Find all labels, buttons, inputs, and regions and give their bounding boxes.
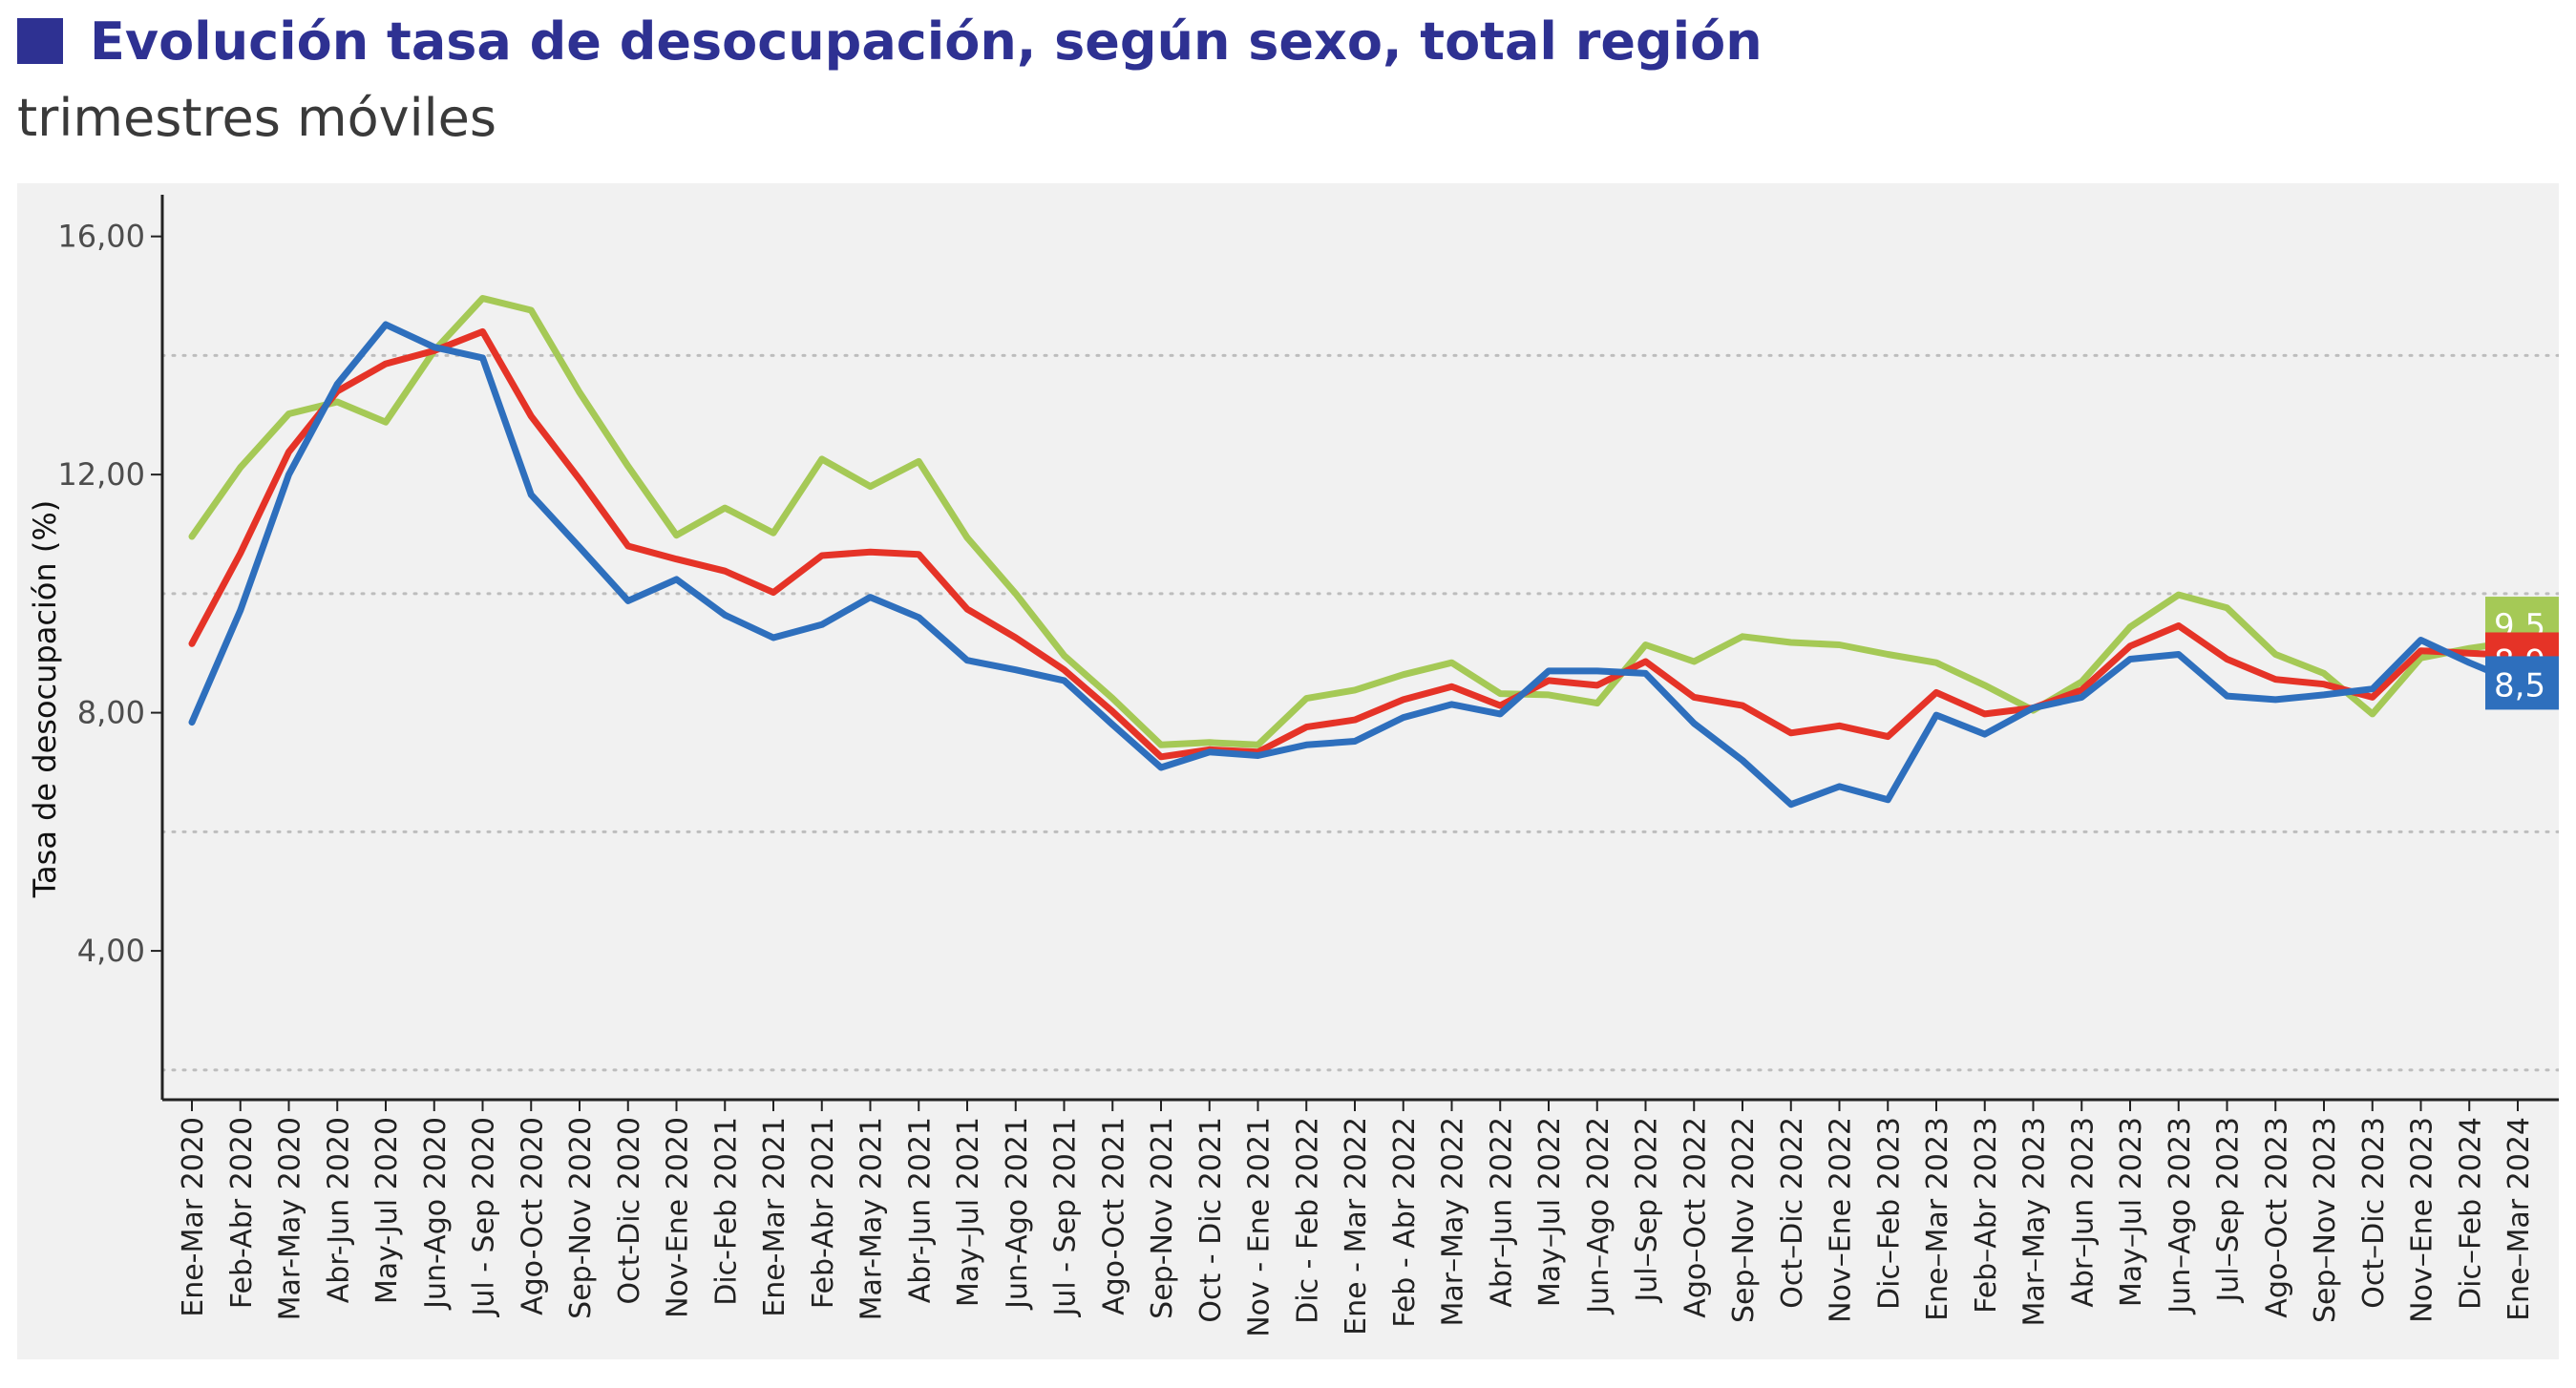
series-line [188,295,2522,748]
title-row: Evolución tasa de desocupación, según se… [17,8,1763,74]
x-tick-label: Mar-May 2021 [855,1117,889,1320]
x-tick-label: Ago-Oct 2021 [1097,1117,1130,1315]
x-tick-label: Ene–Mar 2023 [1921,1117,1954,1321]
series-line [188,321,2522,809]
y-tick-label: 12,00 [57,456,145,493]
x-tick-label: Sep–Nov 2022 [1727,1117,1761,1323]
x-tick-label: Jun–Ago 2022 [1582,1117,1615,1315]
x-tick-label: Feb-Abr 2021 [807,1117,840,1309]
x-tick-label: Jul–Sep 2022 [1631,1117,1664,1304]
x-tick-label: Nov–Ene 2022 [1825,1117,1858,1323]
x-tick-label: Ago–Oct 2022 [1679,1117,1712,1318]
x-tick-label: Abr-Jun 2021 [903,1117,937,1303]
x-tick-label: Sep-Nov 2020 [564,1117,598,1319]
chart: 4,00 8,00 12,00 16,00 Ene-Mar 2020 Feb-Abr 2… [17,183,2559,1359]
axes [160,195,2559,1102]
x-tick-label: Ago-Oct 2020 [516,1117,549,1315]
series-line [188,327,2522,761]
x-tick-label: Mar–May 2022 [1437,1117,1470,1327]
x-tick-label: Oct - Dic 2021 [1194,1117,1228,1323]
x-tick-label: Ene - Mar 2022 [1340,1117,1373,1335]
y-tick-label: 16,00 [57,219,145,255]
title-marker-square [17,18,63,64]
x-tick-label: Jul - Sep 2021 [1049,1117,1083,1318]
x-tick-label: Feb–Abr 2023 [1970,1117,2003,1314]
x-tick-label: Feb-Abr 2020 [225,1117,259,1309]
x-tick-label: Oct–Dic 2022 [1776,1117,1809,1309]
x-tick-label: May-Jul 2020 [370,1117,404,1304]
x-tick-label: May–Jul 2022 [1533,1117,1567,1307]
x-tick-label: Ene-Mar 2021 [758,1117,792,1317]
y-ticks: 4,00 8,00 12,00 16,00 [57,219,162,969]
x-tick-label: Oct-Dic 2020 [613,1117,646,1305]
x-tick-label: Sep–Nov 2023 [2309,1117,2342,1323]
y-tick-label: 4,00 [77,933,145,969]
y-tick-label: 8,00 [77,695,145,731]
x-ticks: Ene-Mar 2020 Feb-Abr 2020 Mar-May 2020 Abr-… [177,1100,2536,1337]
x-tick-label: Jul - Sep 2020 [468,1117,501,1318]
x-tick-label: Dic–Feb 2024 [2454,1117,2487,1310]
end-label-box [2485,656,2559,710]
x-tick-label: May–Jul 2023 [2115,1117,2148,1307]
x-tick-label: Abr-Jun 2020 [322,1117,355,1303]
x-tick-label: Ago–Oct 2023 [2260,1117,2293,1318]
x-tick-label: Sep-Nov 2021 [1146,1117,1179,1319]
x-tick-label: Ene–Mar 2024 [2502,1117,2536,1321]
y-axis-label: Tasa de desocupación (%) [27,500,63,898]
x-tick-label: Mar-May 2020 [274,1117,307,1320]
grid [160,353,2559,1072]
chart-subtitle: trimestres móviles [17,88,497,148]
x-tick-label: Dic-Feb 2021 [709,1117,743,1306]
x-tick-label: Dic - Feb 2022 [1291,1117,1324,1324]
x-tick-label: Abr–Jun 2023 [2066,1117,2100,1308]
end-labels: 9,58,98,5 [2485,597,2559,710]
series [188,295,2522,809]
x-tick-label: Abr–Jun 2022 [1485,1117,1518,1308]
x-tick-label: Ene-Mar 2020 [177,1117,210,1317]
x-tick-label: Nov - Ene 2021 [1243,1117,1277,1337]
x-tick-label: Jul–Sep 2023 [2212,1117,2246,1304]
chart-title: Evolución tasa de desocupación, según se… [90,11,1763,72]
x-tick-label: Jun–Ago 2023 [2164,1117,2197,1315]
x-tick-label: May–Jul 2021 [952,1117,985,1307]
x-tick-label: Mar–May 2023 [2018,1117,2052,1327]
chart-background [17,183,2559,1359]
x-tick-label: Oct–Dic 2023 [2357,1117,2391,1309]
x-tick-label: Jun-Ago 2021 [1001,1117,1034,1311]
end-label-text: 8,5 [2494,666,2545,705]
x-tick-label: Jun-Ago 2020 [419,1117,453,1311]
x-tick-label: Dic–Feb 2023 [1872,1117,1906,1310]
x-tick-label: Feb - Abr 2022 [1388,1117,1422,1328]
x-tick-label: Nov-Ene 2020 [662,1117,695,1318]
x-tick-label: Nov–Ene 2023 [2406,1117,2439,1323]
